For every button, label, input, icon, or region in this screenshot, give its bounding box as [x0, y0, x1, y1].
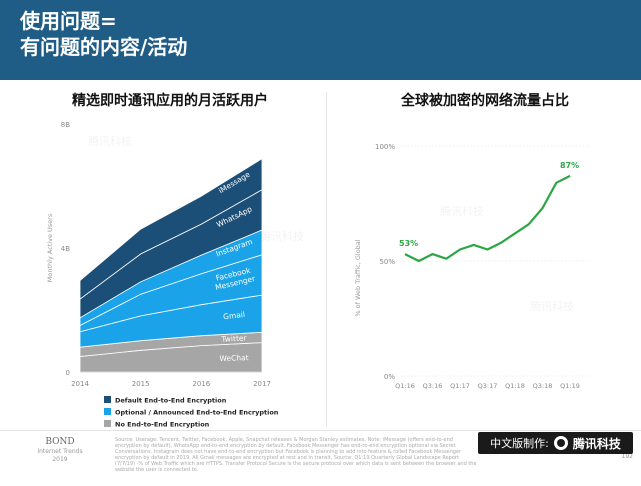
page-number: 192	[621, 453, 633, 460]
legend-swatch	[104, 408, 111, 415]
watermark-text: 腾讯科技	[260, 229, 304, 243]
left-chart-title: 精选即时通讯应用的月活跃用户	[72, 93, 268, 109]
y-axis-label: Monthly Active Users	[46, 213, 54, 282]
source-note: Source: Userage: Tencent, Twitter, Faceb…	[115, 437, 477, 473]
x-tick-label: Q3:17	[478, 382, 498, 390]
tencent-badge: 中文版制作: 腾讯科技	[478, 432, 633, 454]
x-tick-label: 2014	[71, 380, 89, 388]
legend-label: Default End-to-End Encryption	[115, 397, 227, 405]
slide-header: 使用问题= 有问题的内容/活动	[0, 0, 641, 80]
badge-brand: 腾讯科技	[572, 436, 621, 451]
x-tick-label: Q1:19	[560, 382, 580, 390]
y-tick-label: 8B	[61, 121, 70, 129]
y-axis-label: % of Web Traffic, Global	[354, 239, 362, 316]
y-tick-label: 0%	[384, 373, 395, 381]
x-tick-label: Q1:17	[450, 382, 470, 390]
tencent-logo-icon	[553, 436, 568, 450]
chart-divider	[326, 92, 327, 427]
x-tick-label: 2015	[132, 380, 150, 388]
watermark-text: 腾讯科技	[440, 204, 484, 218]
y-tick-label: 50%	[379, 258, 395, 266]
legend-swatch	[104, 396, 111, 403]
x-tick-label: Q3:18	[533, 382, 553, 390]
bond-name: BOND	[45, 437, 75, 447]
watermark-text: 腾讯科技	[530, 299, 574, 313]
series-line-encrypted-traffic	[404, 174, 571, 263]
legend-swatch	[104, 420, 111, 427]
y-tick-label: 0	[66, 369, 70, 377]
series-label-gmail: Gmail	[223, 310, 246, 321]
legend-label: No End-to-End Encryption	[115, 421, 210, 429]
bond-subtitle: Internet Trends 2019	[37, 448, 83, 463]
y-tick-label: 100%	[375, 143, 395, 151]
right-chart-title: 全球被加密的网络流量占比	[401, 93, 569, 109]
data-label-first: 53%	[399, 239, 418, 248]
x-tick-label: 2016	[192, 380, 210, 388]
x-tick-label: Q3:16	[423, 382, 443, 390]
slide-title-line2: 有问题的内容/活动	[20, 35, 188, 59]
slide-footer: BOND Internet Trends 2019 Source: Userag…	[0, 430, 641, 486]
x-tick-label: Q1:16	[395, 382, 415, 390]
slide-title-line1: 使用问题=	[20, 9, 117, 33]
y-tick-label: 4B	[61, 245, 70, 253]
data-label-last: 87%	[560, 161, 579, 170]
area-band-imessage	[79, 157, 263, 300]
series-label-wechat: WeChat	[219, 353, 248, 363]
watermark-text: 腾讯科技	[88, 134, 132, 148]
bond-logo: BOND Internet Trends 2019	[30, 437, 90, 464]
x-tick-label: 2017	[253, 380, 271, 388]
badge-prefix: 中文版制作:	[490, 437, 549, 450]
series-label-twitter: Twitter	[220, 333, 248, 343]
legend-label: Optional / Announced End-to-End Encrypti…	[115, 409, 279, 417]
x-tick-label: Q1:18	[505, 382, 525, 390]
